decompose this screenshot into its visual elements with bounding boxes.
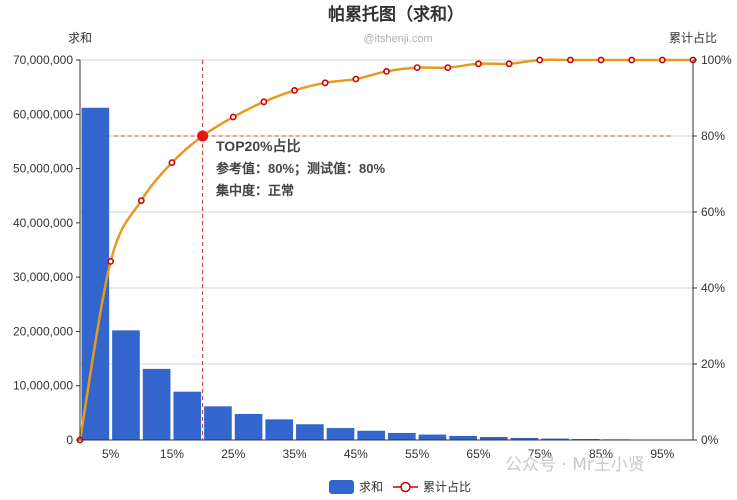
legend-line-marker (400, 481, 411, 493)
y-left-tick-label: 30,000,000 (13, 270, 73, 284)
bar (142, 368, 171, 440)
y-left-tick-label: 40,000,000 (13, 216, 73, 230)
annotation-box: TOP20%占比 参考值：80%；测试值：80% 集中度：正常 (215, 138, 385, 198)
bar (510, 437, 539, 440)
line-point (168, 159, 176, 166)
line-point (413, 64, 421, 71)
highlight-point (197, 130, 209, 142)
bar (204, 406, 232, 440)
legend-bar-label: 求和 (359, 480, 383, 494)
x-tick-label: 65% (466, 447, 490, 461)
x-tick-label: 25% (221, 447, 245, 461)
line-point (229, 113, 237, 121)
x-tick-label: 5% (102, 447, 120, 461)
annotation-reference: 参考值：80%；测试值：80% (216, 161, 385, 177)
bar (234, 413, 263, 440)
y-right-tick-label: 60% (701, 205, 725, 219)
x-tick-label: 75% (528, 447, 552, 461)
y-left-tick-label: 20,000,000 (13, 324, 73, 338)
line-point (567, 56, 574, 64)
y-right-tick-label: 40% (701, 281, 725, 295)
y-left-tick-label: 70,000,000 (13, 53, 73, 67)
line-point (536, 56, 544, 64)
line-point (137, 197, 145, 204)
bar (357, 430, 385, 440)
y-right-tick-label: 0% (701, 433, 719, 447)
tick-labels: 0 10,000,000 20,000,000 30,000,000 40,000,00… (13, 53, 732, 461)
bar (388, 432, 416, 440)
x-tick-label: 85% (589, 447, 613, 461)
y-right-axis-label: 累计占比 (669, 30, 717, 45)
x-tick-label: 45% (344, 447, 368, 461)
y-right-tick-label: 80% (701, 129, 725, 143)
x-tick-label: 35% (283, 447, 307, 461)
y-left-axis-label: 求和 (68, 31, 92, 45)
bar (418, 434, 447, 440)
legend: 求和 累计占比 (329, 479, 471, 494)
line-point (597, 56, 605, 64)
line-point (628, 56, 636, 64)
bar (296, 424, 324, 440)
bar (541, 438, 569, 440)
bar (265, 419, 294, 440)
line-point (321, 79, 329, 87)
bar (326, 428, 355, 440)
y-left-tick-label: 50,000,000 (13, 162, 73, 176)
annotation-title: TOP20%占比 (216, 138, 301, 154)
line-point (658, 56, 666, 64)
line-point (475, 60, 482, 68)
bar (112, 330, 140, 440)
chart-title: 帕累托图（求和） (328, 4, 464, 24)
x-tick-label: 15% (160, 447, 184, 461)
line-point (505, 60, 513, 68)
legend-line-label: 累计占比 (423, 479, 471, 494)
y-left-tick-label: 0 (66, 433, 73, 447)
reference-lines (113, 60, 672, 440)
axes (76, 59, 697, 441)
gridlines (80, 59, 693, 365)
line-point (107, 257, 115, 265)
watermark-bottom: 公众号 · Mr王小贤 (505, 455, 645, 475)
bar-series (81, 107, 692, 441)
bar (449, 435, 477, 440)
y-right-tick-label: 100% (701, 53, 732, 67)
x-tick-label: 95% (650, 447, 674, 461)
bar (479, 437, 508, 440)
line-point (291, 87, 298, 94)
y-right-tick-label: 20% (701, 357, 725, 371)
line-point (383, 68, 390, 75)
line-point (444, 64, 452, 71)
annotation-concentration: 集中度：正常 (215, 183, 294, 198)
cumulative-line (78, 58, 693, 441)
y-left-tick-label: 10,000,000 (13, 379, 73, 393)
legend-bar-swatch (329, 480, 354, 494)
line-point (352, 75, 360, 83)
watermark-top: @itshenji.com (363, 33, 432, 45)
line-point (260, 98, 268, 106)
x-tick-label: 55% (405, 447, 429, 461)
bar (173, 391, 202, 440)
y-left-tick-label: 60,000,000 (13, 107, 73, 121)
bar (81, 107, 110, 441)
